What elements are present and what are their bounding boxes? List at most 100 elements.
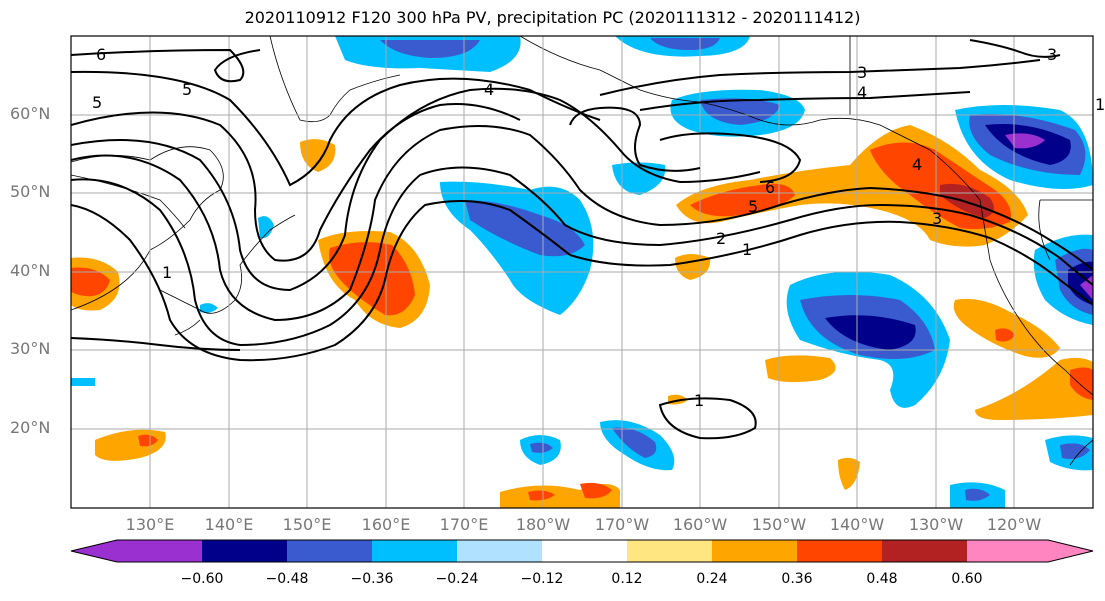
- pv-contour: [71, 337, 241, 351]
- contour-label: 1: [694, 391, 704, 410]
- contour-label: 5: [182, 80, 192, 99]
- precip-region: [675, 254, 711, 280]
- colorbar-segment: [542, 540, 627, 562]
- lon-label: 180°W: [515, 515, 571, 534]
- lon-label: 150°E: [282, 515, 332, 534]
- pv-contour: [71, 70, 601, 187]
- precip-region: [258, 216, 274, 239]
- precip-shading: [71, 36, 1093, 508]
- colorbar-segment: [967, 540, 1093, 562]
- precip-region: [71, 378, 95, 386]
- precip-region: [329, 242, 415, 316]
- precip-region: [612, 427, 657, 458]
- precip-region: [1070, 367, 1093, 400]
- contour-label: 3: [857, 63, 867, 82]
- contour-label: 4: [484, 80, 494, 99]
- lon-label: 160°W: [672, 515, 728, 534]
- pv-contour: [71, 166, 1093, 347]
- precip-region: [700, 98, 780, 125]
- colorbar-tick-label: 0.36: [781, 571, 813, 587]
- contour-label: 5: [748, 197, 758, 216]
- colorbar: [70, 539, 1094, 563]
- map-frame: [70, 35, 1094, 509]
- colorbar-tick-label: 0.24: [696, 571, 728, 587]
- precip-region: [300, 139, 336, 172]
- colorbar-segment: [71, 540, 202, 562]
- precip-region: [200, 303, 218, 313]
- pv-contour: [969, 39, 1061, 58]
- colorbar-tick-label: 0.12: [611, 571, 643, 587]
- colorbar-segment: [882, 540, 967, 562]
- colorbar-segment: [712, 540, 797, 562]
- lon-label: 130°E: [125, 515, 175, 534]
- precip-region: [765, 355, 836, 383]
- colorbar-segment: [372, 540, 457, 562]
- contour-labels: 6 5 5 4 3 4 3 1 6 5 2 1 1 3 4 1: [92, 45, 1105, 410]
- colorbar-segment: [797, 540, 882, 562]
- precip-region: [580, 482, 612, 499]
- colorbar-tick-label: −0.12: [520, 571, 564, 587]
- lon-label: 170°E: [439, 515, 489, 534]
- lon-label: 130°W: [908, 515, 964, 534]
- colorbar-tick-label: −0.48: [265, 571, 309, 587]
- colorbar-segment: [202, 540, 287, 562]
- lon-label: 140°E: [204, 515, 254, 534]
- precip-region: [612, 162, 666, 195]
- graticule: [71, 36, 1093, 508]
- colorbar-tick-label: 0.48: [866, 571, 898, 587]
- precip-region: [965, 488, 990, 501]
- lat-label: 20°N: [10, 418, 51, 437]
- precip-region: [995, 328, 1015, 342]
- pv-contour: [639, 91, 971, 111]
- pv-contour: [71, 125, 1093, 322]
- contour-label: 1: [162, 263, 172, 282]
- lat-label: 40°N: [10, 261, 51, 280]
- precip-region: [825, 315, 916, 350]
- lon-label: 120°W: [986, 515, 1042, 534]
- precip-region: [138, 434, 158, 447]
- precip-region: [838, 457, 860, 490]
- lon-label: 150°W: [751, 515, 807, 534]
- contour-label: 1: [742, 240, 752, 259]
- lat-label: 50°N: [10, 182, 51, 201]
- map-title: 2020110912 F120 300 hPa PV, precipitatio…: [244, 8, 861, 27]
- contour-label: 1: [1095, 95, 1105, 114]
- contour-label: 4: [857, 83, 867, 102]
- lat-label: 30°N: [10, 339, 51, 358]
- pv-contour: [599, 59, 1041, 96]
- contour-label: 5: [92, 93, 102, 112]
- contour-label: 4: [912, 155, 922, 174]
- colorbar-segment: [287, 540, 372, 562]
- pv-contour: [569, 106, 701, 172]
- pv-contour: [659, 132, 802, 183]
- precip-region: [1060, 443, 1090, 459]
- precip-region: [975, 357, 1093, 420]
- lon-label: 140°W: [829, 515, 885, 534]
- pv-contour: [71, 48, 261, 83]
- pv-contour: [71, 200, 1093, 362]
- precip-region: [1005, 133, 1045, 149]
- precip-region: [95, 429, 166, 461]
- pv-contour: [658, 397, 757, 440]
- colorbar-tick-label: −0.24: [435, 571, 479, 587]
- pv-contours: [71, 39, 1093, 440]
- precip-region: [953, 298, 1060, 358]
- contour-label: 3: [932, 209, 942, 228]
- precip-region: [71, 267, 110, 297]
- lon-label: 160°E: [361, 515, 411, 534]
- lat-label: 60°N: [10, 104, 51, 123]
- colorbar-segment: [457, 540, 542, 562]
- contour-label: 6: [765, 178, 775, 197]
- pv-contour: [71, 87, 761, 292]
- contour-label: 2: [716, 229, 726, 248]
- colorbar-segment: [627, 540, 712, 562]
- precip-region: [530, 442, 553, 453]
- precip-region: [380, 40, 480, 58]
- lon-label: 170°W: [594, 515, 650, 534]
- pv-contour: [71, 103, 521, 262]
- contour-label: 6: [96, 45, 106, 64]
- colorbar-tick-label: −0.60: [180, 571, 224, 587]
- precip-region: [940, 183, 994, 218]
- contour-label: 3: [1047, 45, 1057, 64]
